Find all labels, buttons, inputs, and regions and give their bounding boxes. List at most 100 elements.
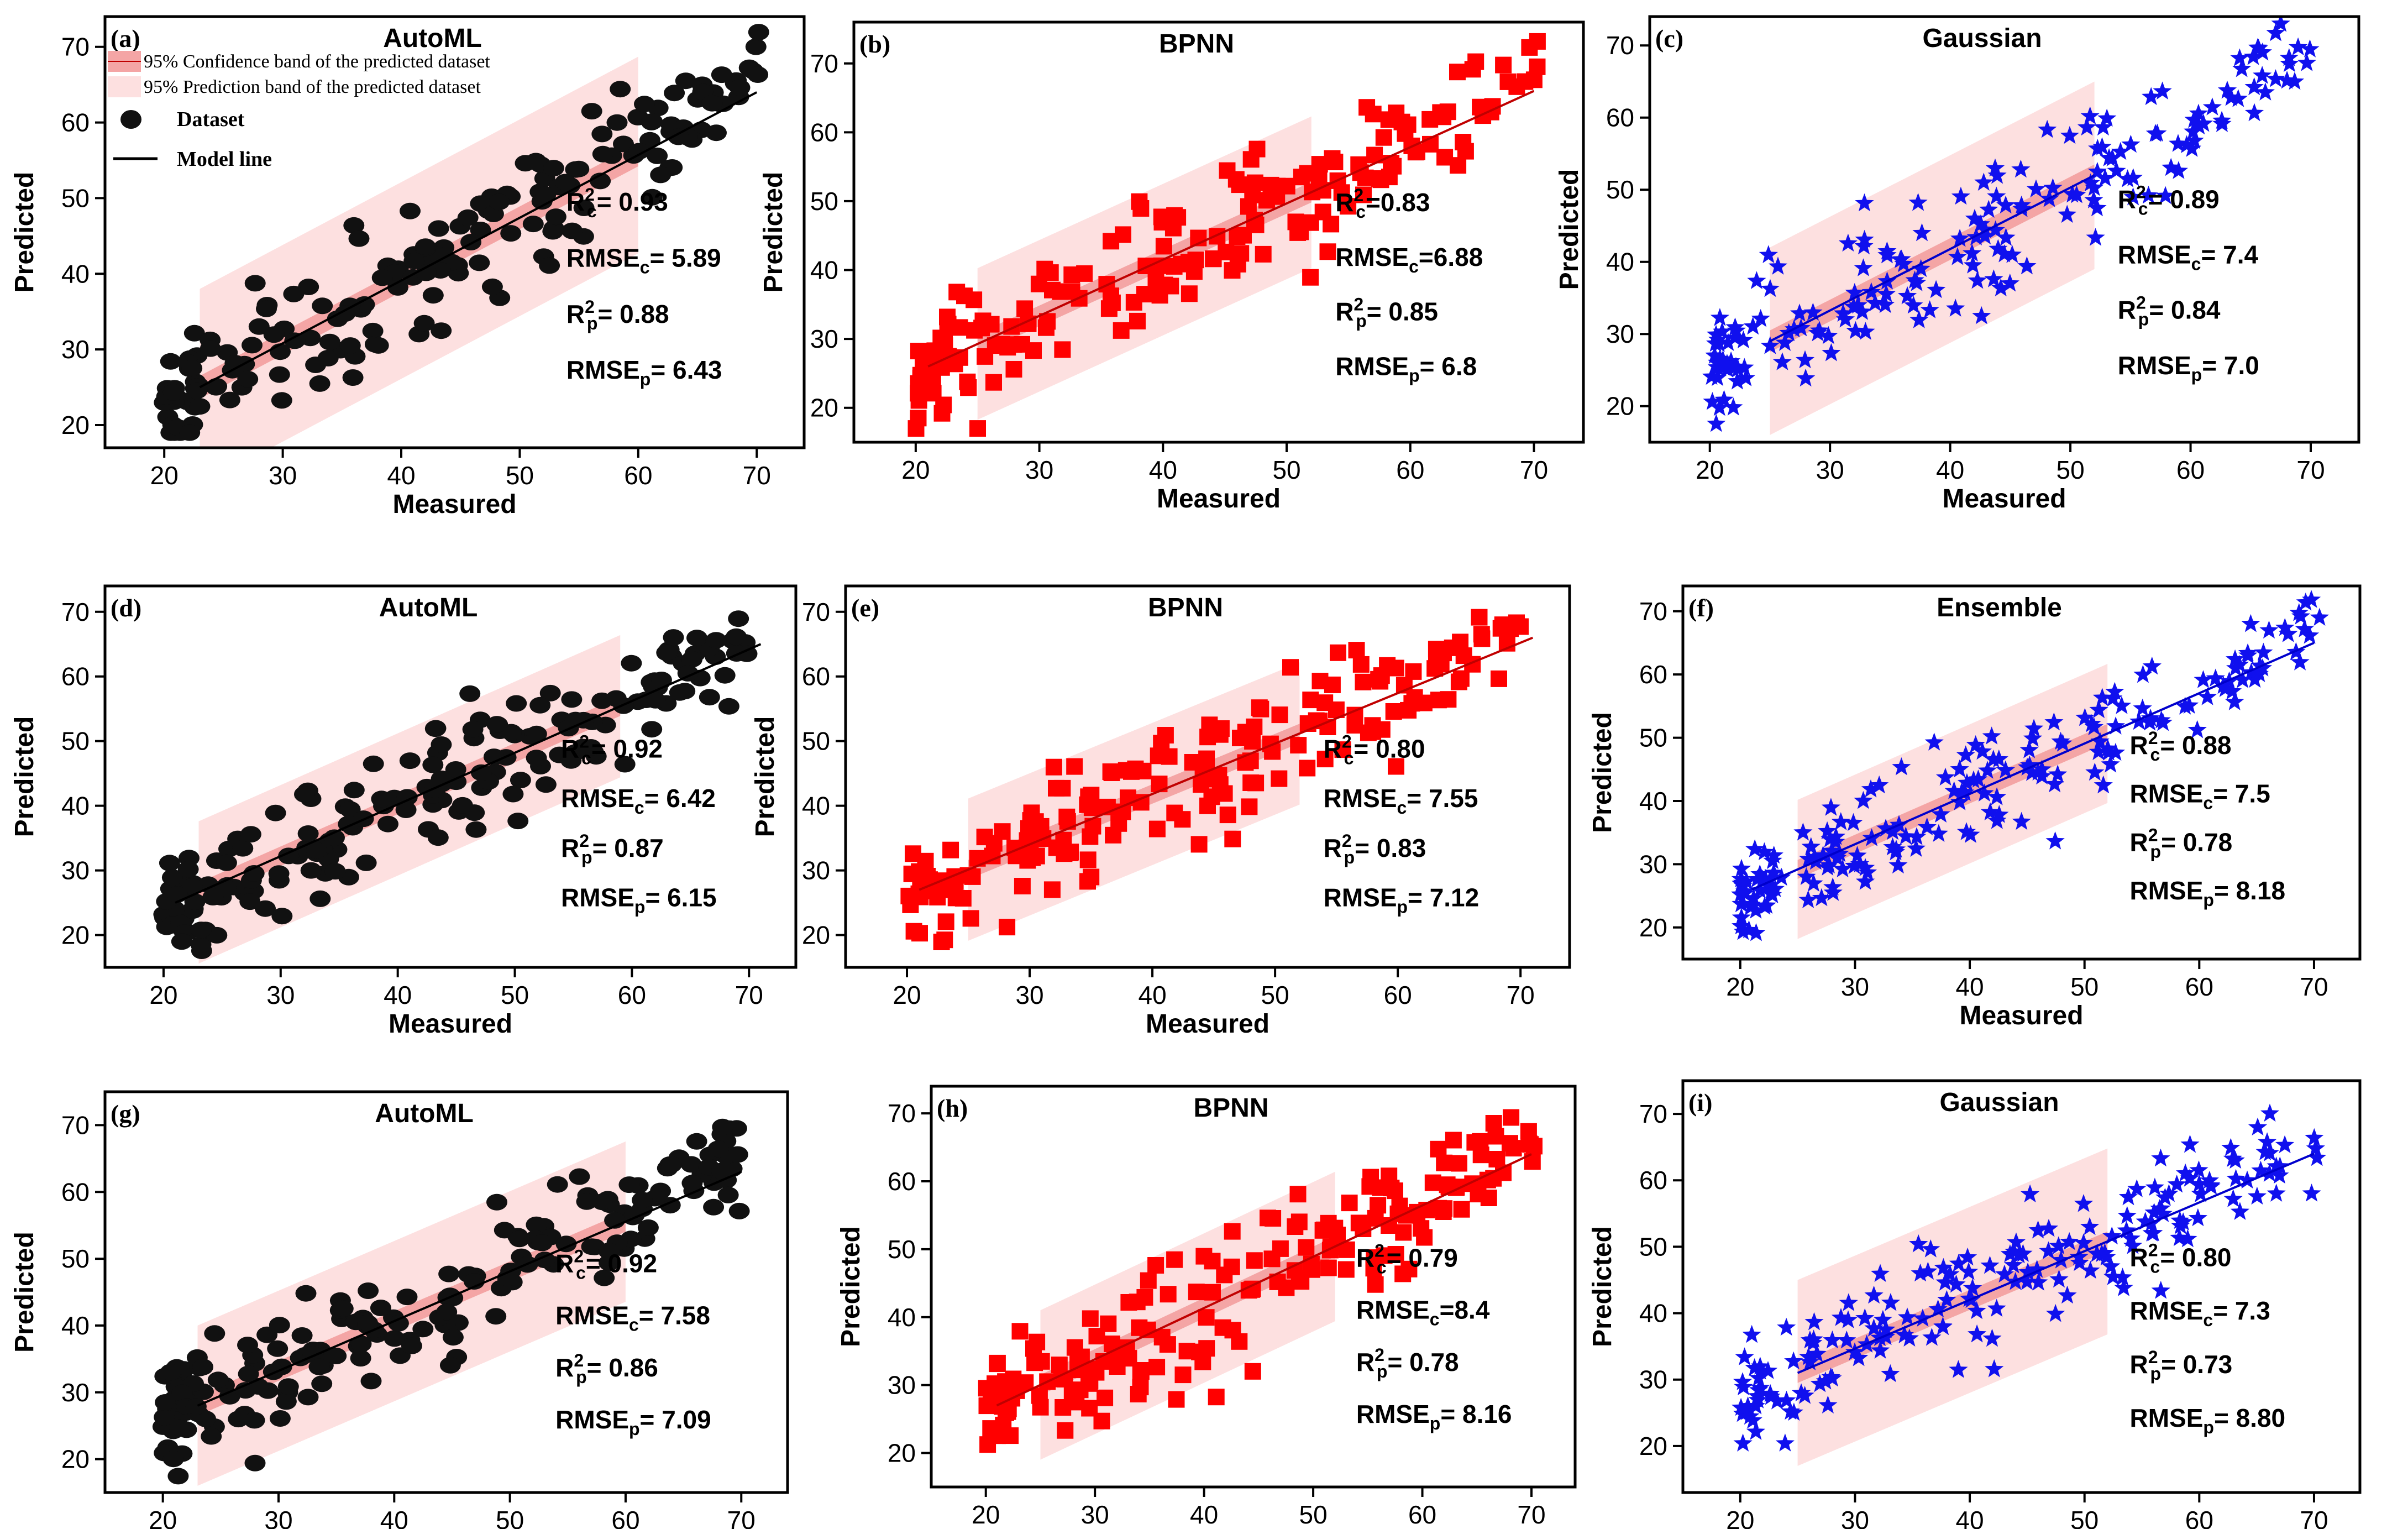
data-point [2044, 712, 2064, 731]
data-point [1957, 773, 1976, 792]
y-tick-label: 60 [802, 662, 830, 691]
data-point [1204, 1284, 1221, 1301]
data-point [1881, 1293, 1901, 1311]
data-point [2302, 590, 2321, 608]
data-point [1950, 228, 1970, 247]
data-point [2155, 186, 2175, 205]
data-point [531, 1234, 553, 1252]
data-point [1854, 236, 1874, 255]
legend-dataset-marker [120, 110, 141, 129]
legend-prediction-label: 95% Prediction band of the predicted dat… [144, 77, 481, 97]
data-point [1777, 1317, 1796, 1336]
data-point [1765, 879, 1785, 897]
data-point [983, 1386, 1000, 1402]
data-point [1097, 1389, 1114, 1406]
data-point [1240, 198, 1257, 215]
data-point [2184, 110, 2204, 128]
data-point [1900, 1328, 1919, 1347]
data-point [1724, 397, 1743, 416]
data-point [1956, 822, 1976, 840]
data-point [1334, 741, 1351, 758]
data-point [162, 1451, 184, 1468]
data-point [1989, 749, 2008, 768]
data-point [1767, 1391, 1787, 1410]
data-point [745, 38, 767, 55]
data-point [508, 1230, 530, 1248]
data-point [462, 721, 484, 738]
data-point [256, 300, 277, 317]
data-point [1796, 368, 1816, 387]
panel-title: AutoML [379, 593, 478, 622]
data-point [1927, 280, 1946, 299]
data-point [641, 721, 663, 738]
data-point [703, 1198, 725, 1216]
data-point [560, 752, 582, 769]
data-point [160, 353, 181, 370]
data-point [989, 1354, 1006, 1371]
data-point [748, 24, 769, 41]
data-point [1224, 262, 1241, 279]
data-point [2038, 119, 2057, 138]
data-point [277, 1378, 299, 1395]
model-line [1797, 1153, 2315, 1374]
data-point [2139, 185, 2158, 204]
x-tick-label: 20 [972, 1500, 1000, 1529]
x-tick-label: 30 [264, 1506, 292, 1529]
data-point [166, 886, 188, 903]
data-point [154, 1408, 175, 1426]
data-point [2221, 1138, 2241, 1156]
data-point [2241, 614, 2260, 632]
data-point [1784, 1351, 1803, 1370]
x-tick-label: 20 [149, 1506, 177, 1529]
data-point [917, 852, 934, 870]
x-tick-label: 50 [496, 1506, 524, 1529]
data-point [2238, 643, 2258, 662]
data-point [1703, 392, 1722, 410]
data-point [1870, 1264, 1890, 1282]
data-point [2159, 1184, 2179, 1202]
data-point [1922, 1328, 1942, 1346]
data-point [2114, 1278, 2133, 1296]
data-point [1772, 352, 1792, 370]
data-point [1426, 660, 1444, 677]
data-point [216, 854, 237, 871]
data-point [534, 1252, 555, 1269]
x-tick-label: 50 [2070, 1506, 2099, 1529]
data-point [2092, 1244, 2111, 1262]
data-point [2060, 1232, 2079, 1250]
data-point [2182, 139, 2202, 157]
metric-r2p: R2 p= 0.88 [566, 297, 669, 333]
data-point [1005, 361, 1022, 378]
metric-r2c: R2 c=0.83 [1335, 185, 1430, 222]
data-point [300, 862, 322, 879]
data-point [1014, 878, 1031, 894]
y-tick-label: 60 [61, 108, 90, 137]
data-point [2017, 256, 2037, 275]
panel-label: (c) [1655, 24, 1683, 53]
data-point [581, 103, 602, 120]
data-point [1132, 200, 1150, 217]
data-point [594, 1269, 615, 1286]
data-point [1849, 1348, 1869, 1366]
data-point [1974, 172, 1993, 191]
data-point [401, 1337, 422, 1354]
data-point [1747, 271, 1766, 289]
data-point [1151, 287, 1168, 304]
data-point [1180, 254, 1197, 271]
data-point [237, 370, 259, 388]
data-point [1153, 1328, 1171, 1345]
data-point [1883, 821, 1902, 840]
data-point [1732, 916, 1751, 935]
data-point [2226, 649, 2245, 668]
y-tick-label: 70 [802, 598, 830, 626]
data-point [2058, 205, 2077, 223]
data-point [581, 1238, 602, 1255]
data-point [1452, 670, 1470, 687]
data-point [711, 1163, 732, 1180]
y-tick-label: 40 [1639, 787, 1667, 815]
data-point [486, 1193, 507, 1211]
panel-label: (g) [111, 1099, 140, 1128]
model-line [1769, 174, 2095, 343]
metric-rmsep: RMSEp= 6.15 [561, 883, 717, 917]
data-point [181, 360, 203, 377]
